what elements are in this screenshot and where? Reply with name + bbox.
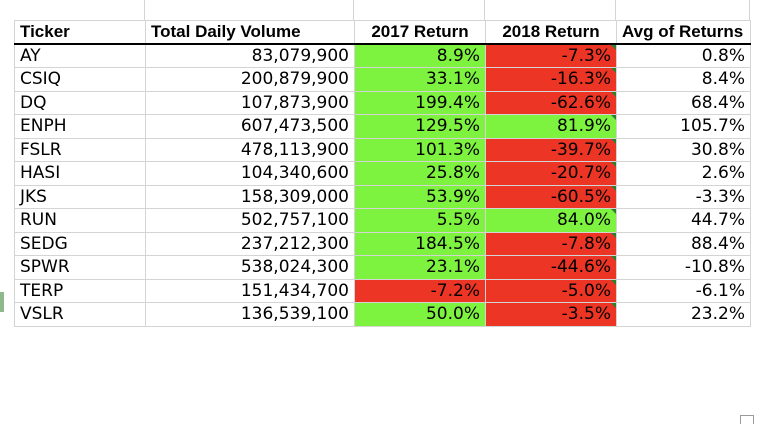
- returns-table: Ticker Total Daily Volume 2017 Return 20…: [14, 20, 751, 327]
- cell-2017-return[interactable]: 8.9%: [354, 43, 486, 68]
- cell-total-daily-volume[interactable]: 107,873,900: [145, 90, 355, 115]
- cell-avg-of-returns[interactable]: 30.8%: [616, 137, 751, 162]
- sheet-resize-corner[interactable]: [740, 415, 754, 424]
- cell-avg-of-returns[interactable]: 8.4%: [616, 67, 751, 92]
- cell-ticker[interactable]: AY: [14, 43, 146, 68]
- cell-2017-return[interactable]: 5.5%: [354, 208, 486, 233]
- cell-ticker[interactable]: CSIQ: [14, 67, 146, 92]
- cell-2018-return[interactable]: -39.7%: [485, 137, 617, 162]
- cell-2018-return[interactable]: -3.5%: [485, 302, 617, 327]
- cell-total-daily-volume[interactable]: 502,757,100: [145, 208, 355, 233]
- cell-avg-of-returns[interactable]: 23.2%: [616, 302, 751, 327]
- cell-avg-of-returns[interactable]: -6.1%: [616, 278, 751, 303]
- cell-ticker[interactable]: SPWR: [14, 255, 146, 280]
- column-header-strip: [0, 0, 764, 20]
- column-header-d[interactable]: [485, 0, 616, 20]
- table-row: CSIQ 200,879,900 33.1% -16.3% 8.4%: [14, 67, 751, 92]
- cell-total-daily-volume[interactable]: 136,539,100: [145, 302, 355, 327]
- cell-ticker[interactable]: RUN: [14, 208, 146, 233]
- table-row: SEDG 237,212,300 184.5% -7.8% 88.4%: [14, 231, 751, 256]
- cell-2017-return[interactable]: 50.0%: [354, 302, 486, 327]
- cell-total-daily-volume[interactable]: 607,473,500: [145, 114, 355, 139]
- cell-2018-return[interactable]: 84.0%: [485, 208, 617, 233]
- cell-2018-return[interactable]: -20.7%: [485, 161, 617, 186]
- cell-ticker[interactable]: VSLR: [14, 302, 146, 327]
- cell-2017-return[interactable]: 25.8%: [354, 161, 486, 186]
- column-header-b[interactable]: [145, 0, 354, 20]
- cell-avg-of-returns[interactable]: 44.7%: [616, 208, 751, 233]
- cell-2017-return[interactable]: 101.3%: [354, 137, 486, 162]
- cell-avg-of-returns[interactable]: 68.4%: [616, 90, 751, 115]
- cell-avg-of-returns[interactable]: 2.6%: [616, 161, 751, 186]
- table-row: FSLR 478,113,900 101.3% -39.7% 30.8%: [14, 137, 751, 162]
- cell-2018-return[interactable]: -62.6%: [485, 90, 617, 115]
- cell-total-daily-volume[interactable]: 478,113,900: [145, 137, 355, 162]
- column-header-e[interactable]: [616, 0, 750, 20]
- column-header-c[interactable]: [354, 0, 485, 20]
- header-2017-return[interactable]: 2017 Return: [354, 20, 486, 45]
- table-row: VSLR 136,539,100 50.0% -3.5% 23.2%: [14, 302, 751, 327]
- cell-2018-return[interactable]: -7.3%: [485, 43, 617, 68]
- cell-2018-return[interactable]: 81.9%: [485, 114, 617, 139]
- cell-avg-of-returns[interactable]: 88.4%: [616, 231, 751, 256]
- cell-2017-return[interactable]: -7.2%: [354, 278, 486, 303]
- cell-avg-of-returns[interactable]: 105.7%: [616, 114, 751, 139]
- cell-avg-of-returns[interactable]: -10.8%: [616, 255, 751, 280]
- cell-ticker[interactable]: JKS: [14, 184, 146, 209]
- cell-2018-return[interactable]: -44.6%: [485, 255, 617, 280]
- cell-total-daily-volume[interactable]: 83,079,900: [145, 43, 355, 68]
- row-header-gutter: [0, 20, 14, 424]
- table-row: RUN 502,757,100 5.5% 84.0% 44.7%: [14, 208, 751, 233]
- cell-2017-return[interactable]: 184.5%: [354, 231, 486, 256]
- header-2018-return[interactable]: 2018 Return: [485, 20, 617, 45]
- table-row: HASI 104,340,600 25.8% -20.7% 2.6%: [14, 161, 751, 186]
- cell-ticker[interactable]: DQ: [14, 90, 146, 115]
- cell-total-daily-volume[interactable]: 538,024,300: [145, 255, 355, 280]
- selected-row-marker: [0, 292, 4, 312]
- cell-2017-return[interactable]: 199.4%: [354, 90, 486, 115]
- cell-total-daily-volume[interactable]: 151,434,700: [145, 278, 355, 303]
- cell-total-daily-volume[interactable]: 158,309,000: [145, 184, 355, 209]
- cell-2017-return[interactable]: 129.5%: [354, 114, 486, 139]
- cell-2018-return[interactable]: -60.5%: [485, 184, 617, 209]
- cell-2017-return[interactable]: 33.1%: [354, 67, 486, 92]
- header-ticker[interactable]: Ticker: [14, 20, 146, 45]
- cell-total-daily-volume[interactable]: 104,340,600: [145, 161, 355, 186]
- table-row: AY 83,079,900 8.9% -7.3% 0.8%: [14, 43, 751, 68]
- header-row: Ticker Total Daily Volume 2017 Return 20…: [14, 20, 751, 45]
- cell-ticker[interactable]: ENPH: [14, 114, 146, 139]
- cell-ticker[interactable]: FSLR: [14, 137, 146, 162]
- table-row: ENPH 607,473,500 129.5% 81.9% 105.7%: [14, 114, 751, 139]
- cell-2017-return[interactable]: 53.9%: [354, 184, 486, 209]
- cell-ticker[interactable]: TERP: [14, 278, 146, 303]
- header-total-daily-volume[interactable]: Total Daily Volume: [145, 20, 355, 45]
- cell-total-daily-volume[interactable]: 237,212,300: [145, 231, 355, 256]
- cell-2018-return[interactable]: -5.0%: [485, 278, 617, 303]
- table-row: DQ 107,873,900 199.4% -62.6% 68.4%: [14, 90, 751, 115]
- table-body: AY 83,079,900 8.9% -7.3% 0.8% CSIQ 200,879,900…: [14, 43, 751, 327]
- cell-2017-return[interactable]: 23.1%: [354, 255, 486, 280]
- cell-ticker[interactable]: SEDG: [14, 231, 146, 256]
- cell-avg-of-returns[interactable]: 0.8%: [616, 43, 751, 68]
- cell-2018-return[interactable]: -7.8%: [485, 231, 617, 256]
- table-row: JKS 158,309,000 53.9% -60.5% -3.3%: [14, 184, 751, 209]
- cell-total-daily-volume[interactable]: 200,879,900: [145, 67, 355, 92]
- cell-2018-return[interactable]: -16.3%: [485, 67, 617, 92]
- cell-avg-of-returns[interactable]: -3.3%: [616, 184, 751, 209]
- cell-ticker[interactable]: HASI: [14, 161, 146, 186]
- table-row: TERP 151,434,700 -7.2% -5.0% -6.1%: [14, 278, 751, 303]
- header-avg-of-returns[interactable]: Avg of Returns: [616, 20, 751, 45]
- column-header-a[interactable]: [0, 0, 145, 20]
- table-row: SPWR 538,024,300 23.1% -44.6% -10.8%: [14, 255, 751, 280]
